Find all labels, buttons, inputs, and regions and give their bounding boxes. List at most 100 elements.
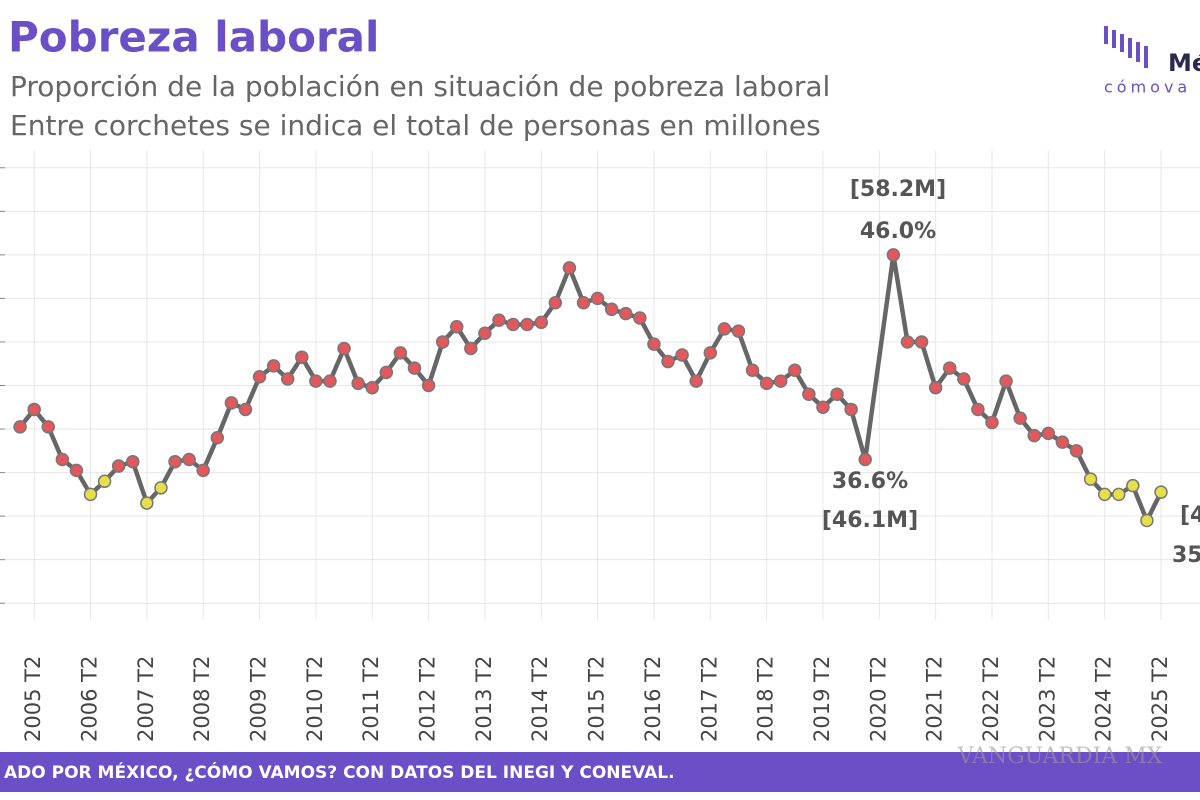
x-tick-label: 2011 T2 xyxy=(359,656,383,742)
data-point xyxy=(1140,513,1154,528)
x-tick-label: 2020 T2 xyxy=(866,656,890,742)
data-point xyxy=(717,322,732,336)
data-point xyxy=(55,452,70,467)
data-point xyxy=(365,380,379,395)
x-tick-label: 2023 T2 xyxy=(1035,656,1059,742)
data-point xyxy=(449,319,464,334)
data-point xyxy=(351,376,365,391)
logo-bar xyxy=(1120,34,1124,52)
annotation: 46.0% xyxy=(860,219,936,244)
data-point xyxy=(421,378,436,393)
data-point xyxy=(590,291,605,306)
data-point xyxy=(675,348,689,362)
data-point xyxy=(252,370,267,384)
data-point xyxy=(435,335,450,349)
logo-bar xyxy=(1136,42,1140,62)
data-point xyxy=(1069,444,1084,458)
x-tick-label: 2019 T2 xyxy=(810,656,834,742)
annotation: [4 xyxy=(1180,503,1200,528)
logo-bar xyxy=(1112,30,1116,48)
data-point xyxy=(830,387,844,401)
x-tick-label: 2013 T2 xyxy=(472,656,496,742)
data-point xyxy=(1055,435,1070,449)
watermark: VANGUARDIA MX xyxy=(957,744,1163,769)
chart-title: Pobreza laboral xyxy=(8,13,379,62)
data-point xyxy=(520,317,534,332)
data-point xyxy=(1083,472,1098,486)
data-point xyxy=(407,361,422,375)
data-point xyxy=(999,374,1013,388)
data-point xyxy=(168,454,182,469)
x-tick-label: 2008 T2 xyxy=(190,656,214,742)
data-point xyxy=(745,363,760,378)
data-point xyxy=(379,365,394,380)
data-point xyxy=(971,402,985,417)
data-point xyxy=(280,372,295,386)
data-point xyxy=(97,474,112,489)
data-point xyxy=(111,459,126,473)
x-tick-label: 2014 T2 xyxy=(528,656,552,742)
data-point xyxy=(464,341,478,356)
data-point xyxy=(238,402,253,417)
data-point xyxy=(900,335,915,349)
data-point xyxy=(154,481,168,495)
logo-bar xyxy=(1144,46,1148,68)
data-point xyxy=(985,415,999,430)
x-tick-label: 2010 T2 xyxy=(303,656,327,742)
data-point xyxy=(844,402,858,417)
data-point xyxy=(914,335,929,349)
data-point xyxy=(83,487,98,502)
data-point xyxy=(957,372,971,386)
x-tick-label: 2024 T2 xyxy=(1092,656,1116,742)
data-point xyxy=(1013,411,1027,425)
logo-name: Mé xyxy=(1168,49,1200,77)
data-point xyxy=(647,337,661,351)
data-point xyxy=(13,420,27,434)
data-point xyxy=(41,420,56,434)
x-tick-label: 2009 T2 xyxy=(247,656,271,742)
data-point xyxy=(182,452,196,467)
chart-subtitle: Entre corchetes se indica el total de pe… xyxy=(10,109,821,142)
footer-text: ADO POR MÉXICO, ¿CÓMO VAMOS? CON DATOS D… xyxy=(4,761,675,783)
data-point xyxy=(928,380,943,395)
logo-tagline: cómova xyxy=(1104,78,1191,97)
data-point xyxy=(210,431,225,445)
x-tick-label: 2022 T2 xyxy=(979,656,1003,742)
data-point xyxy=(1097,487,1112,502)
annotation: 36.6% xyxy=(832,469,908,494)
annotation: [46.1M] xyxy=(822,508,918,533)
data-point xyxy=(69,463,84,478)
logo-bar xyxy=(1128,38,1132,58)
data-point xyxy=(534,315,548,330)
x-tick-label: 2021 T2 xyxy=(923,656,947,742)
x-tick-label: 2016 T2 xyxy=(641,656,665,742)
data-point xyxy=(816,400,830,415)
data-point xyxy=(661,354,675,369)
logo-bar xyxy=(1104,26,1108,44)
data-point xyxy=(1126,478,1140,493)
x-tick-label: 2005 T2 xyxy=(21,656,45,742)
data-point xyxy=(1027,428,1041,443)
data-point xyxy=(506,317,520,332)
x-tick-label: 2018 T2 xyxy=(754,656,778,742)
data-point xyxy=(604,302,619,317)
x-tick-label: 2015 T2 xyxy=(585,656,609,742)
x-tick-label: 2007 T2 xyxy=(134,656,158,742)
data-point xyxy=(619,306,633,321)
data-point xyxy=(886,248,901,262)
data-point xyxy=(126,454,140,469)
data-point xyxy=(323,374,337,388)
data-point xyxy=(773,374,788,388)
plot-area: 2005 T2 2006 T2 2007 T2 2008 T2 2009 T2 2010 … xyxy=(0,150,1200,742)
data-point xyxy=(224,396,239,410)
logo: Mé cómova xyxy=(1104,26,1200,97)
data-point xyxy=(196,463,210,478)
chart-subtitle: Proporción de la población en situación … xyxy=(10,70,830,103)
data-point xyxy=(1154,485,1168,499)
data-point xyxy=(759,376,774,391)
data-point xyxy=(1112,487,1126,502)
data-point xyxy=(140,496,154,510)
x-tick-label: 2006 T2 xyxy=(78,656,102,742)
annotation: 35 xyxy=(1172,543,1200,568)
